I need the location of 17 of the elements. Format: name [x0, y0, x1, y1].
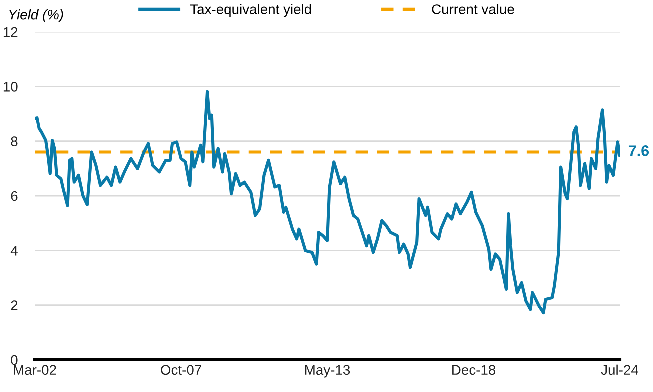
y-tick-label: 12	[4, 27, 18, 38]
y-tick-label: 6	[11, 191, 18, 202]
line-series	[35, 90, 620, 315]
y-axis-title: Yield (%)	[9, 10, 64, 22]
x-tick-label: Dec-18	[452, 365, 496, 376]
x-tick-label: Jul-24	[601, 364, 639, 376]
annotation: 7.6	[628, 146, 650, 156]
y-tick-label: 0	[11, 355, 18, 366]
legend-label: Tax-equivalent yield	[190, 4, 312, 18]
x-tick-label: Oct-07	[161, 365, 202, 376]
y-tick-label: 4	[10, 246, 18, 256]
y-tick-label: 8	[11, 136, 18, 147]
x-tick-label: Mar-02	[14, 365, 56, 376]
y-tick-label: 2	[11, 300, 18, 310]
legend-label: Current value	[432, 4, 514, 14]
x-tick-label: May-13	[305, 365, 350, 378]
y-tick-label: 10	[4, 82, 18, 92]
